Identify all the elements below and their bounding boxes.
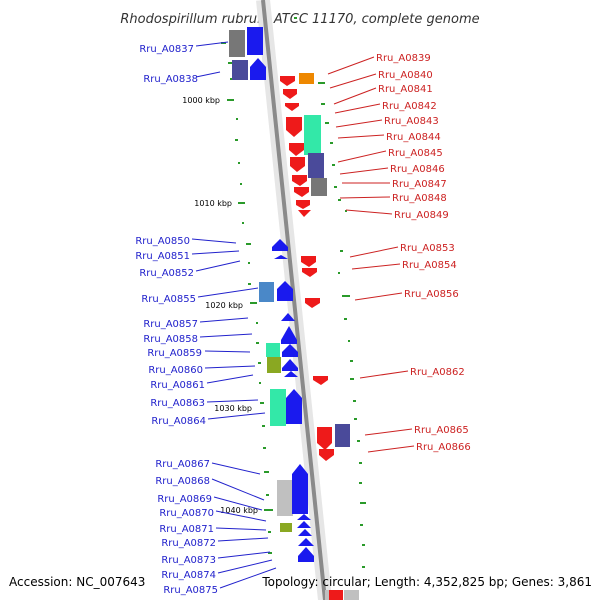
gene-label[interactable]: Rru_A0843 (384, 116, 439, 127)
gene-label[interactable]: Rru_A0851 (135, 251, 190, 262)
gene-label[interactable]: Rru_A0861 (150, 380, 205, 391)
gene-label[interactable]: Rru_A0866 (416, 442, 471, 453)
gene-label[interactable]: Rru_A0840 (378, 70, 433, 81)
gene-label[interactable]: Rru_A0854 (402, 260, 457, 271)
gene-label[interactable]: Rru_A0852 (139, 268, 194, 279)
gene-label[interactable]: Rru_A0873 (161, 555, 216, 566)
gene-label[interactable]: Rru_A0874 (161, 570, 216, 581)
tick-1000-kbp: 1000 kbp (182, 96, 220, 105)
right-callout-lines (327, 56, 415, 453)
gene-label[interactable]: Rru_A0837 (139, 44, 194, 55)
tick-1010-kbp: 1010 kbp (194, 199, 232, 208)
right-gene-labels: Rru_A0839 Rru_A0840 Rru_A0841 Rru_A0842 … (376, 53, 471, 453)
gene-label[interactable]: Rru_A0870 (159, 508, 214, 519)
tick-1040-kbp: 1040 kbp (220, 506, 258, 515)
gene-label[interactable]: Rru_A0844 (386, 132, 441, 143)
tick-1020-kbp: 1020 kbp (205, 301, 243, 310)
gene-label[interactable]: Rru_A0871 (159, 524, 214, 535)
gene-label[interactable]: Rru_A0869 (157, 494, 212, 505)
kbp-ticks: 1000 kbp 1010 kbp 1020 kbp 1030 kbp 1040… (182, 96, 258, 515)
gene-label[interactable]: Rru_A0862 (410, 367, 465, 378)
genome-backbone (256, 0, 332, 600)
cog-blocks-right (299, 73, 359, 600)
gene-label[interactable]: Rru_A0841 (378, 84, 433, 95)
gene-label[interactable]: Rru_A0860 (148, 365, 203, 376)
gene-label[interactable]: Rru_A0847 (392, 179, 447, 190)
forward-genes (247, 27, 314, 562)
gene-label[interactable]: Rru_A0849 (394, 210, 449, 221)
gene-label[interactable]: Rru_A0868 (155, 476, 210, 487)
gene-label[interactable]: Rru_A0845 (388, 148, 443, 159)
gene-label[interactable]: Rru_A0858 (143, 334, 198, 345)
left-gene-labels: Rru_A0837 Rru_A0838 Rru_A0850 Rru_A0851 … (135, 44, 218, 596)
reverse-genes (280, 76, 343, 600)
gene-label[interactable]: Rru_A0848 (392, 193, 447, 204)
gene-label[interactable]: Rru_A0859 (147, 348, 202, 359)
gene-label[interactable]: Rru_A0846 (390, 164, 445, 175)
map-title: Rhodospirillum rubrum ATCC 11170, comple… (120, 12, 479, 27)
left-callout-lines (191, 41, 277, 589)
gene-label[interactable]: Rru_A0863 (150, 398, 205, 409)
gene-label[interactable]: Rru_A0857 (143, 319, 198, 330)
topology-text: Topology: circular; Length: 4,352,825 bp… (261, 575, 592, 589)
gene-label[interactable]: Rru_A0865 (414, 425, 469, 436)
gene-label[interactable]: Rru_A0856 (404, 289, 459, 300)
gene-label[interactable]: Rru_A0867 (155, 459, 210, 470)
gene-label[interactable]: Rru_A0855 (141, 294, 196, 305)
tick-1030-kbp: 1030 kbp (214, 404, 252, 413)
gene-label[interactable]: Rru_A0838 (143, 74, 198, 85)
cog-blocks-left (229, 30, 293, 532)
gene-label[interactable]: Rru_A0839 (376, 53, 431, 64)
gene-label[interactable]: Rru_A0872 (161, 538, 216, 549)
gene-label[interactable]: Rru_A0853 (400, 243, 455, 254)
gene-label[interactable]: Rru_A0864 (151, 416, 206, 427)
gene-label[interactable]: Rru_A0842 (382, 101, 437, 112)
accession-text: Accession: NC_007643 (9, 575, 145, 589)
gc-content-marks (221, 17, 366, 568)
gene-label[interactable]: Rru_A0875 (163, 585, 218, 596)
gene-label[interactable]: Rru_A0850 (135, 236, 190, 247)
